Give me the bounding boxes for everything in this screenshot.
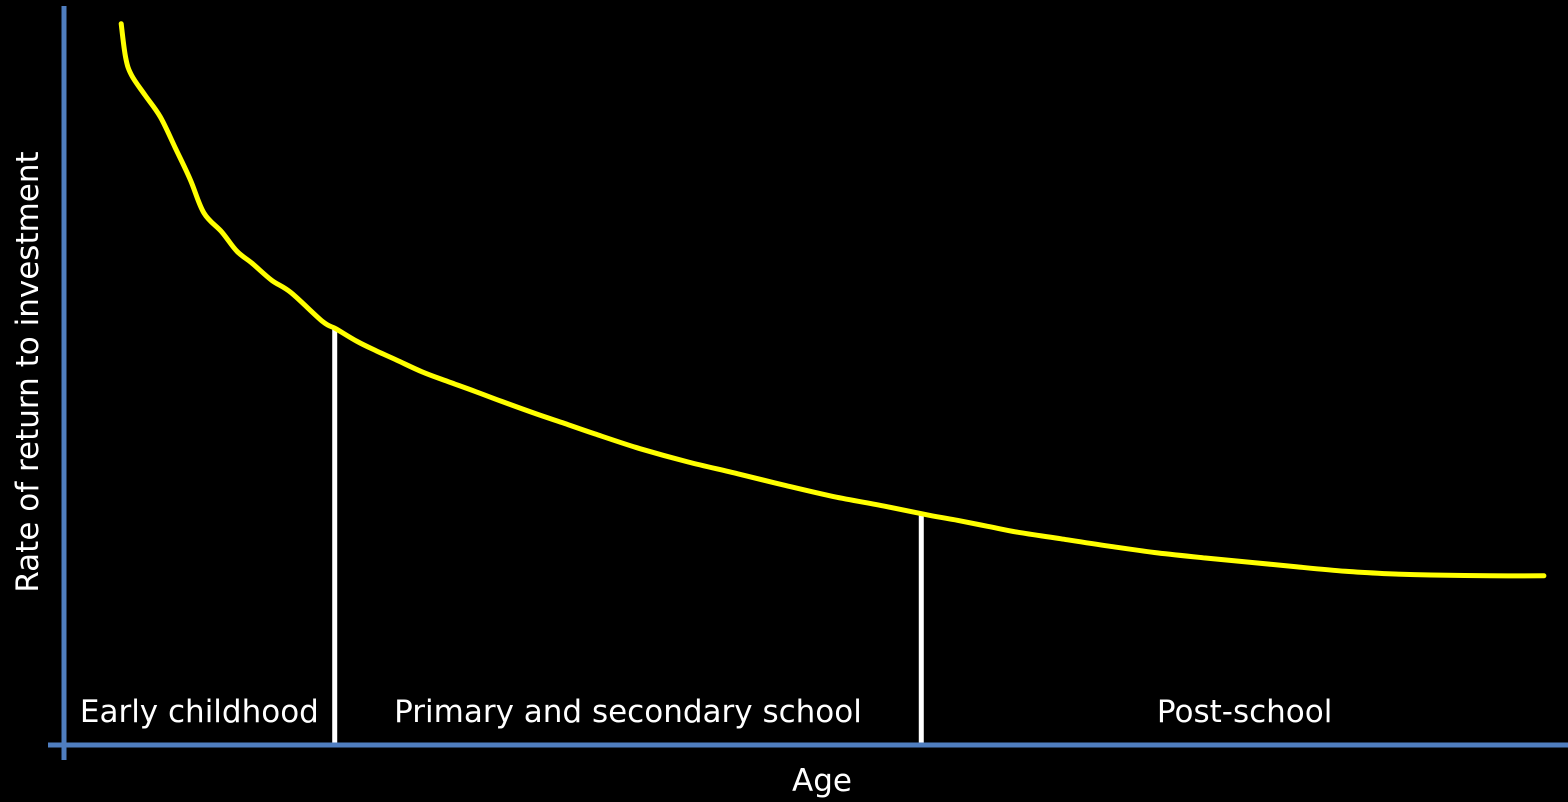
series-line-rate-of-return <box>118 21 1547 579</box>
y-axis-label: Rate of return to investment <box>10 151 46 592</box>
stage-boundaries <box>332 328 924 745</box>
stage-label-1: Early childhood <box>80 694 319 730</box>
x-axis-label: Age <box>792 763 852 799</box>
stage-labels: Early childhood Primary and secondary sch… <box>80 694 1332 730</box>
stage-label-3: Post-school <box>1157 694 1332 730</box>
stage-label-2: Primary and secondary school <box>394 694 862 730</box>
